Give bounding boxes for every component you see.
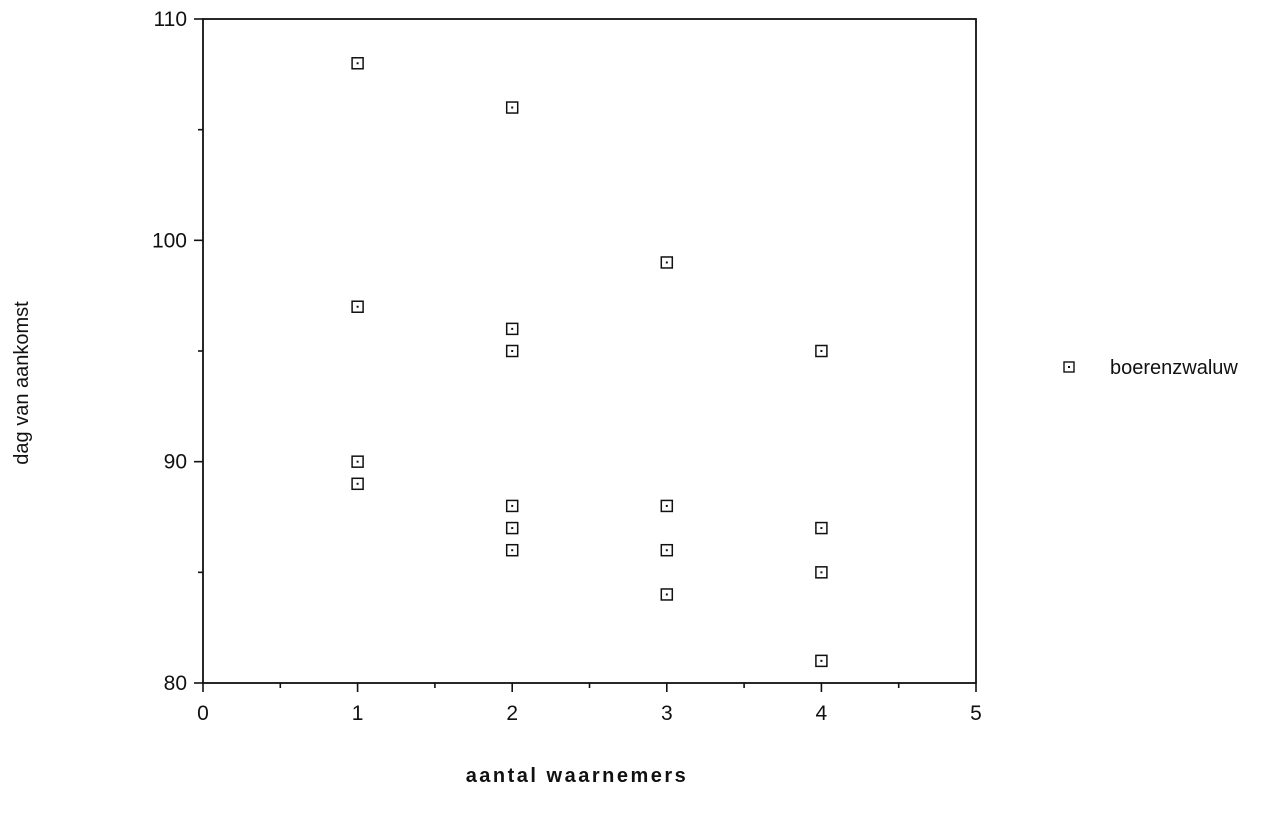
y-axis-ticks	[194, 18, 203, 684]
data-point	[505, 543, 519, 557]
x-axis-tick-labels: 0 1 2 3 4 5	[197, 702, 982, 725]
legend: boerenzwaluw	[1063, 357, 1238, 379]
y-axis-tick-labels: 80 90 100 110	[152, 8, 187, 695]
legend-marker-icon	[1063, 361, 1075, 373]
data-point	[351, 300, 364, 313]
data-point	[351, 57, 364, 70]
data-point	[505, 344, 519, 358]
y-tick-label: 80	[164, 672, 187, 695]
x-tick-label: 2	[506, 702, 518, 725]
x-axis-ticks	[202, 683, 977, 692]
x-tick-label: 3	[661, 702, 673, 725]
data-point	[660, 543, 674, 557]
data-point	[505, 322, 519, 336]
x-tick-label: 5	[970, 702, 982, 725]
x-tick-label: 4	[816, 702, 828, 725]
legend-label: boerenzwaluw	[1110, 357, 1238, 379]
y-tick-label: 100	[152, 229, 187, 252]
plot-frame	[202, 18, 977, 684]
data-point	[660, 256, 674, 269]
data-point	[351, 455, 364, 468]
data-point	[505, 101, 519, 114]
x-tick-label: 1	[352, 702, 364, 725]
data-point	[815, 566, 828, 579]
y-tick-label: 90	[164, 451, 187, 474]
data-point	[505, 499, 519, 513]
data-point	[815, 521, 828, 535]
y-axis-title: dag van aankomst	[11, 301, 33, 465]
data-point	[351, 477, 364, 491]
x-tick-label: 0	[197, 702, 209, 725]
y-tick-label: 110	[154, 8, 187, 31]
data-point	[815, 344, 828, 358]
data-point	[815, 654, 828, 668]
x-axis-title: aantal waarnemers	[466, 765, 689, 787]
data-point	[660, 588, 674, 601]
data-point	[660, 499, 674, 513]
data-point	[505, 521, 519, 535]
data-points	[351, 57, 828, 668]
